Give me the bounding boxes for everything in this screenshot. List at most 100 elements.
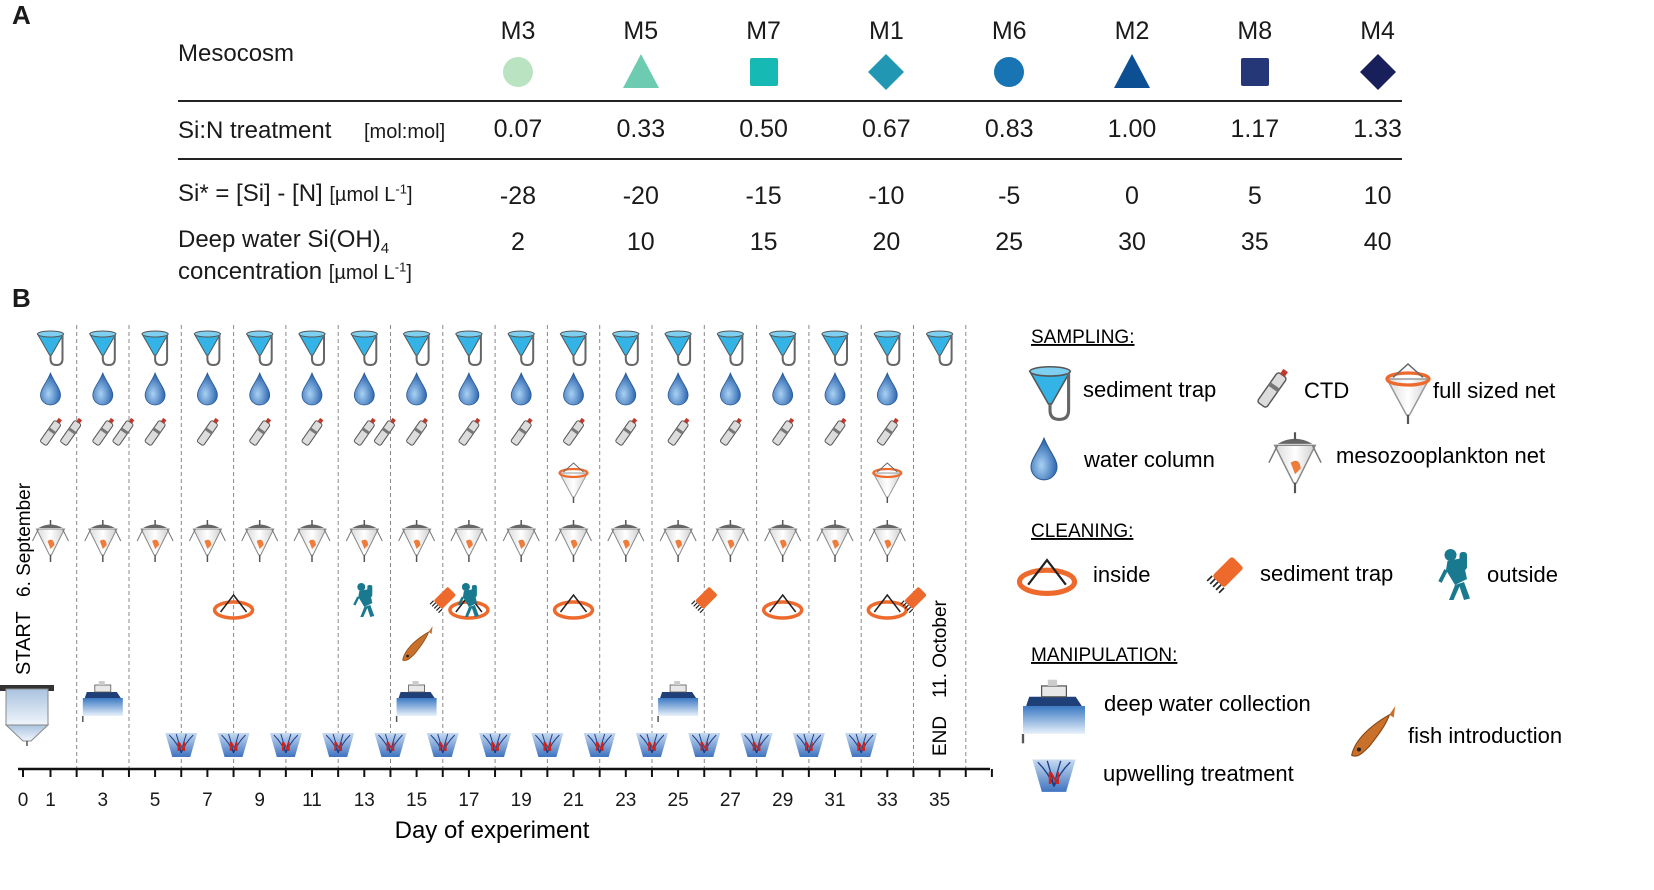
x-tick-label: 35 — [929, 790, 950, 811]
ctd-icon — [111, 416, 137, 447]
si-star-unit-pre: [µmol L — [329, 184, 396, 206]
mesocosm-symbol-triangle — [622, 54, 659, 88]
mesocosm-symbol-square — [1240, 58, 1269, 86]
upwelling-treatment-icon — [426, 732, 460, 758]
legend-mesozoo-net: mesozooplankton net — [1336, 443, 1545, 468]
si-star-value: -20 — [622, 182, 659, 210]
mesocosm-symbol-triangle — [1114, 54, 1150, 88]
si-star-value: -5 — [998, 182, 1021, 210]
mesozooplankton-net-icon — [240, 519, 279, 563]
ctd-icon — [771, 416, 797, 447]
x-tick-label: 3 — [98, 790, 109, 811]
x-tick-label: 25 — [668, 790, 689, 811]
legend-sediment-trap: sediment trap — [1083, 377, 1216, 402]
si-n-value: 0.67 — [862, 115, 911, 143]
si-star-value: 5 — [1247, 182, 1262, 210]
si-n-value: 1.00 — [1107, 115, 1157, 143]
end-date: 11. October — [930, 599, 951, 698]
table-rule-mid — [178, 158, 1402, 160]
mesozooplankton-net-icon — [397, 519, 436, 563]
ctd-icon — [373, 416, 398, 447]
sediment-trap-icon — [821, 330, 849, 366]
legend-clean-sediment-trap: sediment trap — [1260, 561, 1393, 586]
deep-si-value: 10 — [626, 228, 655, 256]
day-gridlines — [76, 325, 967, 769]
deep-water-collection-icon — [395, 680, 438, 723]
water-column-icon — [249, 372, 271, 406]
sediment-trap-icon — [36, 330, 65, 366]
ctd-icon — [457, 416, 483, 447]
fish-introduction-icon — [402, 625, 434, 662]
water-column-icon — [824, 372, 846, 406]
water-column-icon — [563, 372, 584, 406]
start-label: START — [13, 611, 35, 675]
x-tick-label: 27 — [720, 790, 741, 811]
mesocosm-marker — [1240, 58, 1269, 86]
legend-ctd-icon — [1256, 366, 1291, 409]
legend-full-net-icon — [1385, 362, 1431, 426]
deep-water-label: Deep water Si(OH)4 — [178, 226, 389, 257]
mesocosm-id: M3 — [500, 17, 536, 45]
ctd-icon — [614, 416, 640, 447]
mesozooplankton-net-icon — [188, 519, 227, 563]
mesozooplankton-net-icon — [31, 519, 70, 563]
x-tick-label: 5 — [150, 790, 161, 811]
sediment-trap-icon — [664, 330, 693, 366]
si-star-value: -10 — [868, 182, 905, 210]
ctd-icon — [823, 416, 849, 447]
legend-deep-water: deep water collection — [1104, 691, 1311, 716]
clean-outside-icon — [457, 581, 481, 619]
legend-ctd: CTD — [1304, 378, 1349, 403]
legend-inside-icon — [1019, 560, 1074, 593]
upwelling-treatment-icon — [164, 732, 198, 758]
legend-inside: inside — [1093, 562, 1150, 587]
si-n-value: 1.33 — [1353, 115, 1402, 143]
mesocosm-symbol-circle — [994, 57, 1025, 87]
mesocosm-label: Mesocosm — [178, 40, 295, 67]
sediment-trap-icon — [611, 330, 640, 366]
sediment-trap-icon — [402, 330, 431, 366]
upwelling-treatment-icon — [844, 732, 878, 758]
water-column-icon — [772, 372, 794, 406]
ctd-icon — [59, 416, 85, 447]
upwelling-treatment-icon — [530, 732, 564, 758]
mesocosm-symbol-diamond — [1359, 54, 1396, 90]
ctd-icon — [300, 416, 326, 447]
upwelling-treatment-icon — [635, 732, 669, 758]
legend-fish: fish introduction — [1408, 723, 1562, 748]
mesocosm-marker — [868, 54, 905, 90]
x-tick-label: 11 — [302, 790, 322, 811]
water-column-icon — [458, 372, 480, 406]
clean-outside-icon — [353, 581, 376, 619]
mesocosm-marker — [994, 57, 1025, 87]
mesozooplankton-net-icon — [711, 519, 750, 563]
ctd-icon — [509, 416, 535, 447]
clean-inside-icon — [761, 593, 804, 620]
x-tick-label: 31 — [824, 790, 845, 811]
si-n-unit: [mol:mol] — [364, 121, 446, 143]
si-star-value: 0 — [1125, 182, 1139, 210]
sediment-trap-icon — [559, 330, 588, 366]
deep-si-value: 40 — [1363, 228, 1392, 256]
si-star-unit: [µmol L-1] — [329, 181, 412, 206]
ctd-icon — [196, 416, 221, 447]
mesozooplankton-net-icon — [607, 519, 645, 563]
si-n-label: Si:N treatment — [178, 117, 332, 144]
mesocosm-marker — [749, 58, 778, 86]
sediment-trap-icon — [716, 330, 745, 366]
deep-label-line2: concentration — [178, 258, 323, 285]
mesocosm-marker — [1359, 54, 1396, 90]
mesocosm-id: M7 — [746, 17, 781, 45]
legend-full-net: full sized net — [1433, 378, 1555, 403]
mesocosm-symbol-square — [749, 58, 778, 86]
ctd-icon — [143, 416, 169, 447]
schedule-icons — [31, 330, 954, 758]
si-star-value: -15 — [745, 182, 782, 210]
si-n-value: 0.07 — [493, 115, 543, 143]
deep-si-value: 20 — [872, 228, 901, 256]
mesocosm-marker — [1114, 54, 1150, 88]
legend-outside: outside — [1487, 562, 1558, 587]
legend-manipulation-head: MANIPULATION: — [1031, 645, 1177, 666]
si-star-value: 10 — [1363, 182, 1392, 210]
deep-si-value: 15 — [749, 228, 778, 256]
